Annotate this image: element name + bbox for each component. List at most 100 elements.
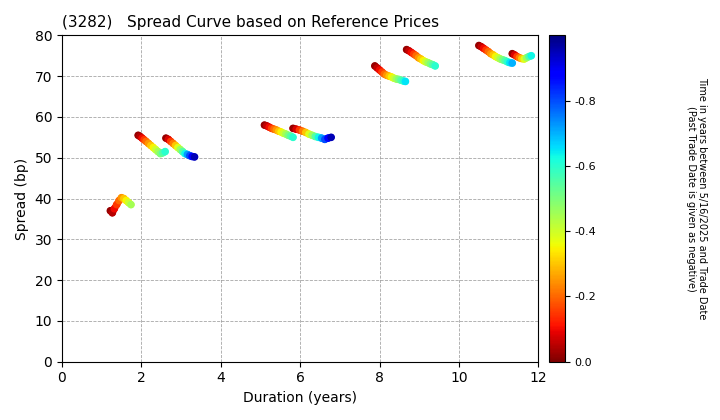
Point	[189, 154, 200, 160]
Point	[303, 131, 315, 137]
Point	[261, 123, 273, 129]
Point	[132, 132, 144, 139]
Point	[516, 55, 528, 62]
Point	[497, 56, 508, 63]
Point	[113, 197, 125, 204]
Point	[297, 128, 308, 134]
Point	[500, 57, 511, 64]
Point	[152, 148, 163, 155]
Point	[425, 60, 436, 67]
Point	[312, 134, 324, 141]
Point	[509, 52, 521, 58]
Point	[287, 134, 299, 141]
Point	[473, 42, 485, 49]
Point	[184, 152, 196, 159]
Point	[138, 136, 150, 143]
Point	[502, 58, 513, 65]
Point	[306, 132, 318, 139]
Point	[143, 140, 154, 147]
Point	[148, 144, 159, 151]
Point	[310, 133, 321, 140]
Point	[506, 60, 518, 66]
Point	[408, 51, 420, 58]
Point	[518, 55, 530, 62]
Point	[123, 199, 135, 206]
Point	[390, 76, 402, 82]
Point	[521, 55, 532, 61]
Point	[116, 194, 127, 201]
Point	[475, 43, 487, 50]
Point	[167, 140, 179, 147]
Point	[278, 130, 289, 136]
Point	[269, 126, 280, 133]
Point	[415, 55, 427, 62]
Point	[163, 136, 174, 143]
Point	[397, 78, 409, 84]
Point	[109, 205, 120, 212]
Point	[150, 146, 161, 153]
Point	[174, 146, 186, 153]
Point	[377, 69, 388, 76]
Point	[280, 131, 292, 137]
Point	[145, 142, 157, 149]
Text: (3282)   Spread Curve based on Reference Prices: (3282) Spread Curve based on Reference P…	[62, 15, 439, 30]
Point	[140, 138, 152, 145]
Point	[325, 134, 337, 141]
Point	[427, 61, 438, 68]
Point	[181, 151, 193, 158]
Point	[372, 65, 383, 71]
Point	[388, 75, 400, 81]
Point	[420, 58, 431, 65]
Point	[285, 133, 297, 139]
Point	[266, 125, 277, 132]
Point	[393, 76, 405, 83]
Point	[478, 45, 490, 52]
Point	[487, 52, 499, 58]
Point	[258, 122, 270, 129]
Point	[290, 126, 302, 133]
Point	[300, 129, 312, 136]
Point	[413, 55, 424, 61]
Point	[275, 129, 287, 135]
Point	[490, 53, 501, 60]
Point	[523, 53, 535, 60]
Y-axis label: Time in years between 5/16/2025 and Trade Date
(Past Trade Date is given as nega: Time in years between 5/16/2025 and Trad…	[685, 77, 707, 320]
Point	[264, 124, 275, 131]
Point	[386, 74, 397, 80]
Point	[125, 201, 137, 208]
Point	[482, 48, 494, 55]
Point	[104, 207, 116, 214]
Point	[381, 72, 392, 79]
Point	[504, 59, 516, 66]
Point	[374, 67, 385, 74]
Point	[159, 148, 171, 155]
Point	[418, 57, 429, 64]
Point	[155, 150, 166, 157]
Point	[118, 195, 130, 202]
Point	[177, 148, 189, 155]
Point	[160, 135, 171, 142]
Point	[379, 71, 390, 77]
Point	[405, 49, 417, 56]
Point	[271, 126, 282, 133]
Point	[323, 135, 334, 142]
Point	[170, 142, 181, 149]
Point	[480, 47, 492, 53]
Point	[401, 46, 413, 53]
Point	[287, 125, 299, 132]
X-axis label: Duration (years): Duration (years)	[243, 391, 357, 405]
Point	[369, 63, 381, 69]
Point	[403, 47, 415, 54]
Point	[120, 197, 132, 204]
Y-axis label: Spread (bp): Spread (bp)	[15, 158, 29, 239]
Point	[492, 55, 504, 61]
Point	[179, 150, 191, 157]
Point	[495, 55, 506, 62]
Point	[135, 133, 146, 140]
Point	[316, 135, 328, 142]
Point	[410, 52, 422, 59]
Point	[186, 153, 198, 160]
Point	[107, 210, 118, 216]
Point	[294, 126, 305, 133]
Point	[526, 52, 537, 59]
